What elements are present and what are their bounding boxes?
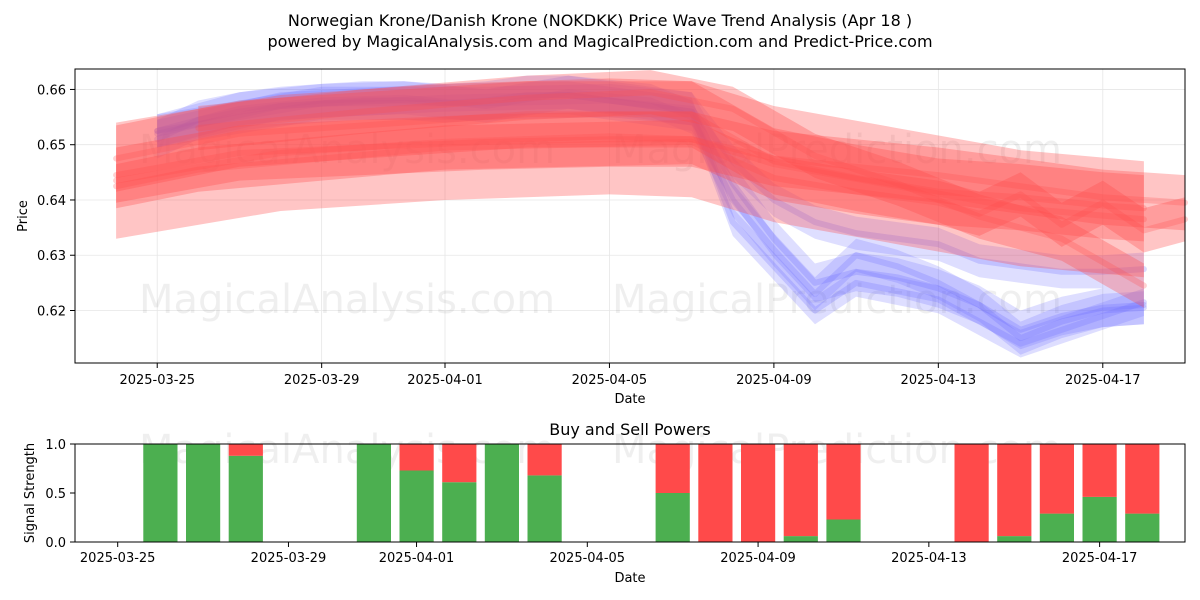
signal-bars [143,444,1160,542]
wave-line-blue-0 [154,92,1147,333]
sell-bar [698,444,733,542]
signal-x-tick-label: 2025-04-09 [720,551,796,566]
signal-x-tick-label: 2025-04-13 [891,551,967,566]
x-tick-label: 2025-04-01 [407,373,483,388]
signal-y-tick-label: 0.0 [45,536,66,551]
sell-bar [997,444,1032,537]
wave-line-blue-1 [154,89,1147,342]
buy-bar [655,493,690,542]
x-tick-label: 2025-04-05 [572,373,648,388]
sell-bar [1125,444,1160,514]
signal-y-label: Signal Strength [23,443,38,543]
signal-panel: Buy and Sell Powers MagicalAnalysis.com … [23,420,1186,586]
x-tick-label: 2025-03-29 [284,373,360,388]
wave-band-red-5 [116,119,1186,253]
buy-bar [186,444,221,542]
signal-x-tick-label: 2025-04-05 [550,551,626,566]
buy-bar [228,455,263,542]
sell-bar [783,444,818,537]
sell-bar [826,444,861,520]
wave-band-red-4 [116,111,1186,231]
signal-x-tick-label: 2025-04-01 [379,551,455,566]
y-tick-label: 0.62 [37,305,66,320]
signal-y-tick-label: 0.5 [45,487,66,502]
y-tick-label: 0.64 [37,194,66,209]
watermark-analysis-upper: MagicalAnalysis.com [139,127,555,173]
sell-bar [527,444,562,476]
price-x-label: Date [614,392,645,407]
wave-band-red-8 [198,70,1144,308]
watermark-analysis-lower: MagicalAnalysis.com [139,277,555,323]
signal-x-ticks: 2025-03-25 2025-03-29 2025-04-01 2025-04-05… [80,542,1137,566]
buy-bar [399,470,434,542]
x-tick-label: 2025-04-17 [1065,373,1141,388]
x-tick-label: 2025-03-25 [119,373,195,388]
y-tick-label: 0.65 [37,139,66,154]
buy-bar [826,519,861,542]
wave-band-red-7 [116,78,1144,278]
buy-bar [1082,496,1117,542]
buy-bar [527,475,562,542]
wave-line-red-6 [113,111,1147,212]
wave-line-red-4 [113,136,1188,206]
y-tick-label: 0.63 [37,249,66,264]
signal-y-ticks: 0.0 0.5 1.0 [45,438,75,551]
signal-x-tick-label: 2025-03-29 [251,551,327,566]
sell-bar [228,444,263,456]
x-tick-label: 2025-04-13 [901,373,977,388]
wave-band-red-6 [116,81,1144,242]
signal-x-tick-label: 2025-04-17 [1062,551,1138,566]
signal-title: Buy and Sell Powers [549,420,711,439]
price-grid [75,69,1185,363]
buy-bar [1125,513,1160,542]
watermark-prediction-upper: MagicalPrediction.com [612,127,1062,173]
buy-bar [143,444,178,542]
sell-bar [1039,444,1074,514]
sell-bar [954,444,989,542]
buy-bar [442,482,477,542]
wave-line-red-5 [113,138,1188,234]
price-panel: MagicalAnalysis.com MagicalPrediction.co… [16,68,1188,407]
wave-line-blue-2 [154,92,1147,347]
wave-line-blue-3 [154,97,1147,275]
buy-bar [783,536,818,542]
sell-bar [655,444,690,493]
watermark-prediction-lower: MagicalPrediction.com [612,277,1062,323]
price-x-ticks: 2025-03-25 2025-03-29 2025-04-01 2025-04-05… [119,363,1141,388]
price-axes-frame [74,68,1186,364]
buy-bar [484,444,519,542]
wave-band-blue-2 [157,81,1144,358]
wave-line-red-8 [195,89,1147,289]
wave-band-blue-3 [157,83,1144,289]
buy-bar [356,444,391,542]
wave-band-blue-0 [157,75,1144,350]
wave-band-blue-1 [157,75,1144,355]
wave-line-red-7 [113,133,1147,223]
buy-bar [997,536,1032,542]
sell-bar [1082,444,1117,497]
buy-bar [1039,513,1074,542]
sell-bar [741,444,776,542]
signal-x-tick-label: 2025-03-25 [80,551,156,566]
signal-y-tick-label: 1.0 [45,438,66,453]
chart-title: Norwegian Krone/Danish Krone (NOKDKK) Pr… [288,11,912,30]
price-wave-series [113,70,1188,358]
y-tick-label: 0.66 [37,83,66,98]
price-watermarks: MagicalAnalysis.com MagicalPrediction.co… [139,127,1062,323]
sell-bar [442,444,477,483]
sell-bar [399,444,434,471]
signal-x-label: Date [614,571,645,586]
chart-subtitle: powered by MagicalAnalysis.com and Magic… [267,32,932,51]
x-tick-label: 2025-04-09 [736,373,812,388]
price-y-label: Price [16,200,31,232]
price-y-ticks: 0.62 0.63 0.64 0.65 0.66 [37,83,75,320]
